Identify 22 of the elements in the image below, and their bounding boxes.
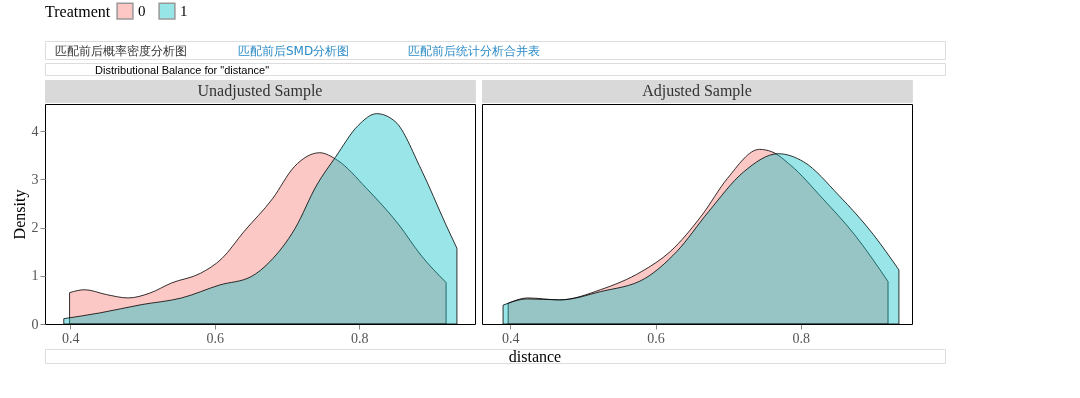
- y-axis-title: Density: [10, 189, 29, 240]
- x-tick-label: 0.8: [351, 330, 369, 346]
- y-tick-label: 0: [31, 316, 39, 332]
- chart-title: Unadjusted Sample: [197, 82, 323, 100]
- chart-title: Adjusted Sample: [642, 82, 752, 100]
- x-tick-label: 0.4: [62, 330, 80, 346]
- x-tick-label: 0.6: [206, 330, 225, 346]
- x-tick-label: 0.8: [792, 330, 811, 346]
- legend-label: 0: [138, 3, 146, 20]
- y-tick-label: 3: [31, 171, 39, 187]
- y-tick-label: 4: [31, 123, 39, 139]
- x-tick-label: 0.6: [647, 330, 665, 346]
- y-tick-label: 1: [31, 268, 39, 284]
- text: Distributional Balance for "distance": [95, 64, 270, 76]
- x-tick-label: 0.4: [502, 330, 520, 346]
- legend-label: 1: [180, 3, 188, 20]
- text: 匹配前后SMD分析图: [238, 44, 350, 58]
- text: 匹配前后概率密度分析图: [55, 44, 187, 58]
- y-tick-label: 2: [31, 220, 39, 236]
- x-axis-title: distance: [508, 348, 562, 365]
- legend-title: Treatment: [45, 3, 111, 20]
- text: 匹配前后统计分析合并表: [408, 44, 540, 58]
